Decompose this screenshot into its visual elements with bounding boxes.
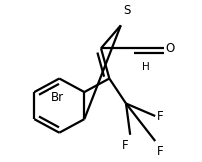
Text: F: F: [157, 110, 164, 122]
Text: Br: Br: [51, 91, 64, 104]
Text: O: O: [166, 42, 175, 55]
Text: F: F: [157, 145, 164, 158]
Text: H: H: [142, 62, 149, 72]
Text: S: S: [123, 4, 130, 17]
Text: F: F: [121, 139, 128, 152]
